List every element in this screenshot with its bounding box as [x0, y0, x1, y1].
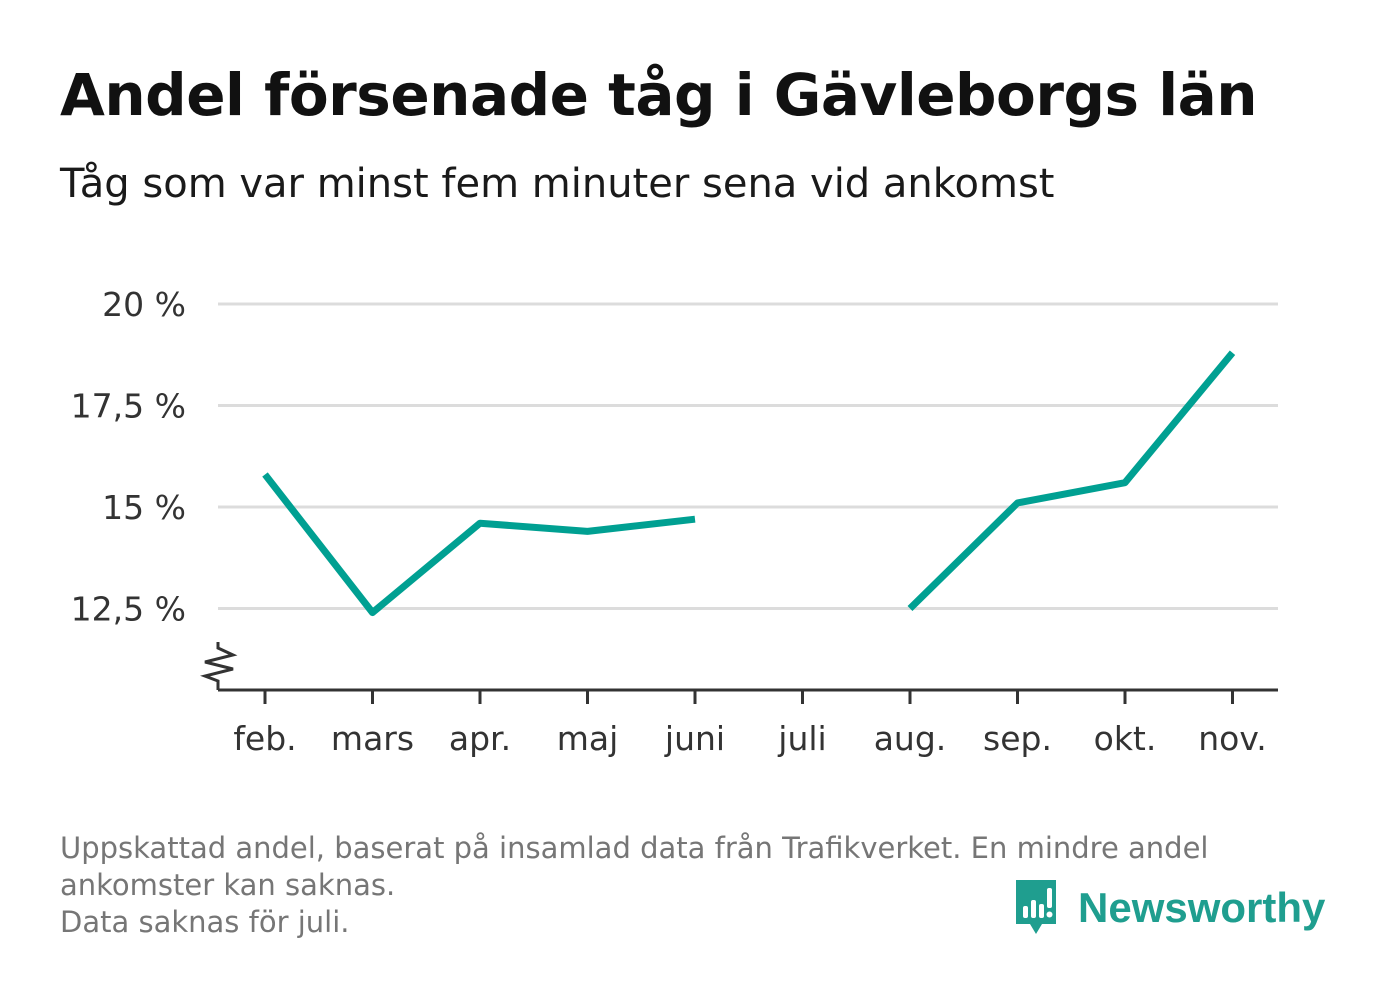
chart-subtitle: Tåg som var minst fem minuter sena vid a…: [60, 161, 1055, 207]
x-tick-label: apr.: [449, 719, 511, 758]
x-tick-label: aug.: [874, 719, 947, 758]
line-chart: 12,5 % 15 % 17,5 % 20 % feb. mars apr. maj juni…: [71, 285, 1278, 758]
axis-break-icon: [200, 642, 238, 690]
footer-notes: Uppskattad andel, baserat på insamlad da…: [60, 830, 1320, 941]
y-tick-label: 15 %: [102, 488, 186, 527]
chart-title: Andel försenade tåg i Gävleborgs län: [60, 61, 1258, 129]
series-lines: [262, 350, 1236, 617]
x-tick-label: feb.: [233, 719, 296, 758]
brand-name: Newsworthy: [1078, 884, 1326, 931]
x-tick-label: mars: [331, 719, 414, 758]
source-note: Uppskattad andel, baserat på insamlad da…: [60, 831, 1209, 902]
x-tick-label: nov.: [1198, 719, 1267, 758]
x-tick-label: sep.: [983, 719, 1052, 758]
y-axis-labels: 12,5 % 15 % 17,5 % 20 %: [71, 285, 186, 629]
newsworthy-logo-icon: [1016, 880, 1056, 934]
grid-lines: [218, 302, 1278, 610]
x-tick-label: juni: [664, 719, 725, 758]
x-axis: [200, 642, 1278, 704]
missing-data-note: Data saknas för juli.: [60, 905, 350, 939]
x-tick-label: juli: [777, 719, 826, 758]
y-tick-label: 12,5 %: [71, 590, 186, 629]
x-tick-label: okt.: [1094, 719, 1157, 758]
y-tick-label: 17,5 %: [71, 387, 186, 426]
x-tick-label: maj: [557, 719, 619, 758]
series-line: [907, 350, 1236, 611]
brand-logo: Newsworthy: [1012, 876, 1325, 940]
y-tick-label: 20 %: [102, 285, 186, 324]
series-line: [262, 472, 696, 617]
x-axis-labels: feb. mars apr. maj juni juli aug. sep. okt. nov.: [233, 719, 1266, 758]
